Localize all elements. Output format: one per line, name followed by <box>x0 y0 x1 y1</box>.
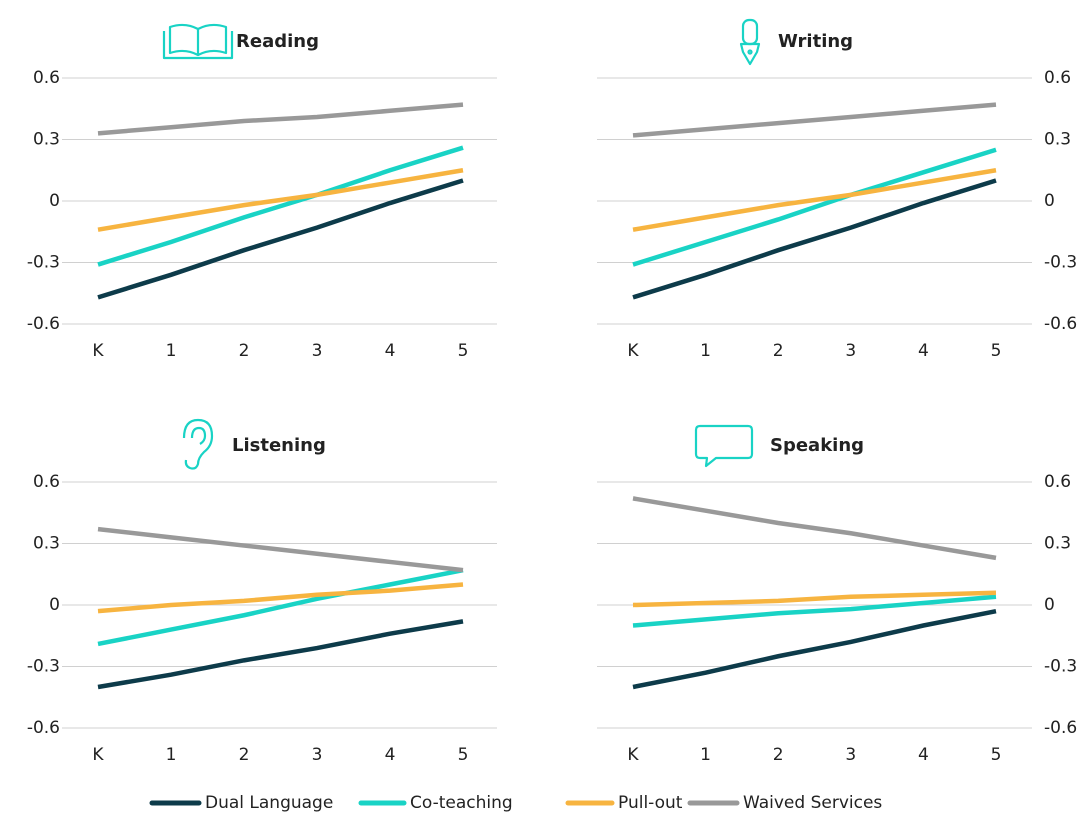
y-tick-label: 0.6 <box>33 472 60 492</box>
series-line <box>97 178 464 300</box>
x-tick-label: 3 <box>312 745 323 765</box>
series-line <box>632 590 997 608</box>
chart-title: Reading <box>236 31 319 52</box>
x-tick-label: K <box>92 745 104 765</box>
ear-icon <box>182 418 214 470</box>
x-tick-label: 2 <box>239 341 250 361</box>
y-tick-label: 0 <box>1044 595 1055 615</box>
y-tick-label: 0 <box>49 191 60 211</box>
y-tick-label: 0.3 <box>1044 534 1071 554</box>
legend-label: Waived Services <box>743 793 882 813</box>
x-tick-label: 4 <box>385 341 396 361</box>
y-tick-label: 0.3 <box>1044 130 1071 150</box>
y-tick-label: -0.6 <box>27 314 60 334</box>
x-tick-label: 5 <box>458 745 469 765</box>
series-line <box>97 619 464 690</box>
x-tick-label: 4 <box>385 745 396 765</box>
chart-title: Speaking <box>770 435 864 456</box>
y-tick-label: 0 <box>49 595 60 615</box>
series-line <box>632 178 997 300</box>
series-line <box>632 102 997 138</box>
series-line <box>97 526 464 573</box>
series-line <box>632 168 997 232</box>
series-line <box>97 567 464 647</box>
y-tick-label: -0.3 <box>27 657 60 677</box>
x-tick-label: K <box>627 745 639 765</box>
x-tick-label: 5 <box>991 341 1002 361</box>
series-line <box>632 594 997 628</box>
x-tick-label: 4 <box>918 341 929 361</box>
x-tick-label: K <box>627 341 639 361</box>
chart-title: Listening <box>232 435 326 456</box>
y-tick-label: 0 <box>1044 191 1055 211</box>
series-line <box>632 608 997 690</box>
x-tick-label: 1 <box>700 745 711 765</box>
pen-icon <box>739 18 761 66</box>
x-tick-label: K <box>92 341 104 361</box>
y-tick-label: 0.6 <box>1044 68 1071 88</box>
speech-icon <box>694 424 754 468</box>
book-icon <box>162 23 234 60</box>
series-line <box>632 496 997 561</box>
x-tick-label: 1 <box>166 341 177 361</box>
y-tick-label: -0.3 <box>27 253 60 273</box>
x-tick-label: 2 <box>773 341 784 361</box>
x-tick-label: 1 <box>166 745 177 765</box>
y-tick-label: -0.3 <box>1044 253 1077 273</box>
x-tick-label: 1 <box>700 341 711 361</box>
y-tick-label: -0.6 <box>1044 718 1077 738</box>
x-tick-label: 2 <box>773 745 784 765</box>
y-tick-label: -0.3 <box>1044 657 1077 677</box>
x-tick-label: 3 <box>845 341 856 361</box>
series-line <box>97 582 464 614</box>
x-tick-label: 4 <box>918 745 929 765</box>
x-tick-label: 5 <box>458 341 469 361</box>
y-tick-label: -0.6 <box>27 718 60 738</box>
y-tick-label: -0.6 <box>1044 314 1077 334</box>
legend-label: Dual Language <box>205 793 333 813</box>
y-tick-label: 0.3 <box>33 534 60 554</box>
x-tick-label: 3 <box>312 341 323 361</box>
series-line <box>632 147 997 267</box>
y-tick-label: 0.3 <box>33 130 60 150</box>
x-tick-label: 5 <box>991 745 1002 765</box>
y-tick-label: 0.6 <box>1044 472 1071 492</box>
series-line <box>97 102 464 136</box>
x-tick-label: 2 <box>239 745 250 765</box>
series-line <box>97 168 464 232</box>
series-line <box>97 145 464 267</box>
legend-label: Pull-out <box>618 793 683 813</box>
chart-title: Writing <box>778 31 853 52</box>
y-tick-label: 0.6 <box>33 68 60 88</box>
legend-label: Co-teaching <box>410 793 513 813</box>
x-tick-label: 3 <box>845 745 856 765</box>
